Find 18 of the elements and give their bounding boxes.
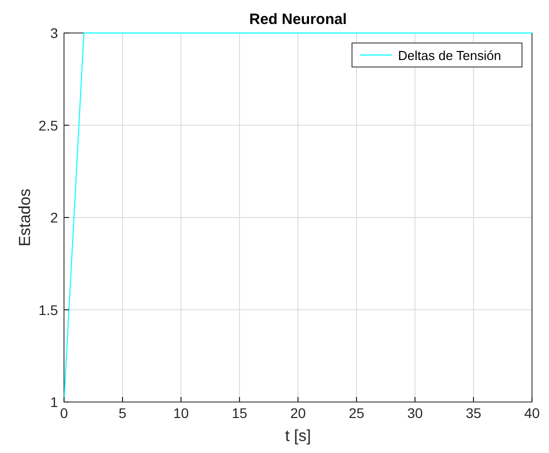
x-axis-title: t [s]: [285, 428, 311, 445]
x-tick-label: 40: [524, 405, 540, 421]
x-tick-label: 30: [407, 405, 423, 421]
x-tick-label: 20: [290, 405, 306, 421]
x-tick-label: 25: [348, 405, 364, 421]
x-tick-label: 10: [173, 405, 189, 421]
chart-title: Red Neuronal: [249, 11, 347, 28]
y-tick-label: 2.5: [38, 117, 58, 134]
x-tick-label: 35: [466, 405, 482, 421]
y-tick-label: 1: [50, 394, 58, 410]
y-tick-label: 2: [50, 210, 58, 226]
x-tick-label: 0: [60, 405, 68, 421]
y-axis-title: Estados: [17, 188, 34, 246]
y-tick-label: 3: [50, 25, 58, 41]
x-tick-label: 15: [232, 405, 248, 421]
x-tick-label: 5: [118, 405, 127, 421]
y-tick-label: 1.5: [38, 302, 58, 318]
legend-label: Deltas de Tensión: [398, 48, 502, 63]
